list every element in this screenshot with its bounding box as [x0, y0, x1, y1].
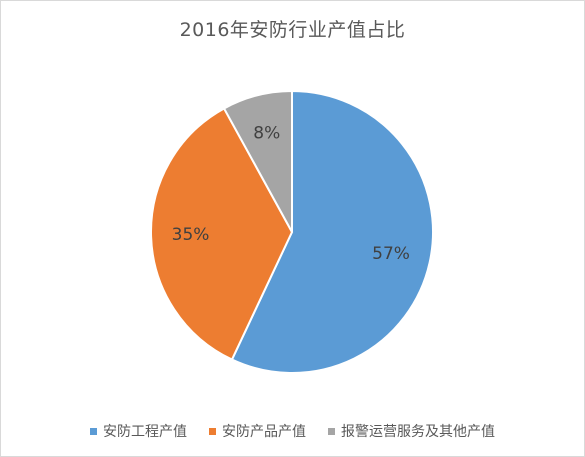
- legend-label-3: 报警运营服务及其他产值: [341, 424, 495, 440]
- legend-swatch-3: [328, 427, 335, 435]
- pie-slice-3: [222, 89, 293, 233]
- slice-label-1: 57%: [372, 244, 410, 264]
- legend-item-1: 安防工程产值: [90, 421, 187, 441]
- legend-item-2: 安防产品产值: [209, 421, 306, 441]
- legend-label-1: 安防工程产值: [103, 424, 187, 440]
- legend-label-2: 安防产品产值: [222, 424, 306, 440]
- pie-slice-2: [150, 107, 294, 361]
- chart-title: 2016年安防行业产值占比: [179, 19, 406, 41]
- legend-swatch-2: [209, 427, 216, 435]
- slice-label-2: 35%: [172, 225, 210, 245]
- slice-label-3: 8%: [253, 124, 280, 144]
- legend-item-3: 报警运营服务及其他产值: [328, 421, 495, 441]
- pie-slice-1: [230, 89, 434, 374]
- legend-swatch-1: [90, 427, 97, 435]
- pie-chart: 57% 35% 8%: [150, 89, 434, 374]
- chart-legend: 安防工程产值 安防产品产值 报警运营服务及其他产值: [1, 421, 584, 441]
